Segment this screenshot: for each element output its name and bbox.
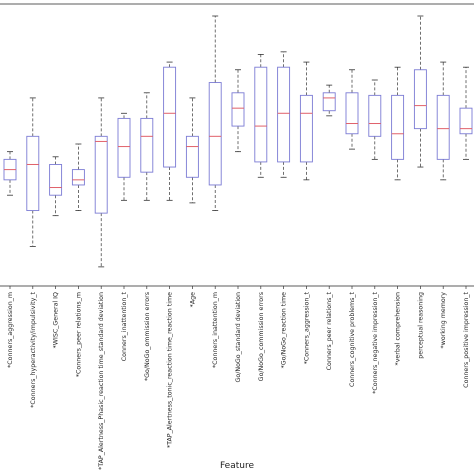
plot-area (0, 3, 474, 287)
x-tick-label: *verbal comprehension (395, 292, 402, 365)
box (140, 117, 154, 173)
box (49, 164, 63, 196)
box-group (277, 51, 291, 178)
box (208, 82, 222, 186)
x-tick-label: *working memory (440, 292, 447, 349)
x-tick-label: *Conners_peer relations_m (75, 292, 82, 377)
box (436, 94, 450, 160)
box-group (436, 61, 450, 181)
box (163, 66, 177, 168)
box (277, 66, 291, 163)
box (413, 69, 427, 130)
x-tick-label: Conners_peer relations_t (326, 291, 333, 370)
box-group (459, 66, 473, 160)
x-tick-label: Go/NoGo_commission errors (258, 292, 265, 381)
box (322, 92, 336, 112)
x-axis-ticks: *Conners_aggression_m *Conners_hyperactiv… (7, 286, 470, 470)
x-tick-label: Conners_positive impression_t (463, 291, 470, 387)
x-tick-label: *Conners_negative impression_t (372, 291, 379, 393)
box-group (322, 84, 336, 117)
box (368, 94, 382, 137)
box (185, 135, 199, 178)
box-group (299, 61, 313, 181)
box (231, 92, 245, 127)
box (26, 135, 40, 212)
box-group (368, 79, 382, 160)
box-group (49, 156, 63, 217)
x-axis-label: Feature (220, 461, 254, 471)
box-group (140, 92, 154, 201)
x-tick-label: *Age (189, 292, 196, 307)
x-tick-label: *Go/NoGo_reaction time (281, 292, 288, 369)
plot-frame (0, 3, 474, 287)
box-group (185, 97, 199, 204)
box-group (345, 69, 359, 150)
box-group (71, 143, 85, 211)
box (459, 107, 473, 135)
box-group (94, 97, 108, 268)
box-group (413, 15, 427, 168)
box (345, 92, 359, 135)
x-tick-label: *TAP_Alertness_Phasic_reaction time_stan… (98, 292, 105, 470)
box (299, 94, 313, 163)
x-tick-label: Conners_inattention_t (121, 291, 128, 361)
box-group (254, 54, 268, 178)
box (117, 117, 131, 178)
box (391, 94, 405, 160)
x-tick-label: Go/NoGo_standard deviation (235, 292, 242, 383)
box-group (391, 66, 405, 181)
x-tick-label: *Conners_hyperactivity/impulsivity_t (30, 291, 37, 407)
x-tick-label: *WISC_General IQ (53, 292, 60, 348)
box-group (208, 15, 222, 211)
x-tick-label: *Conners_aggression_m (7, 292, 14, 368)
box-group (26, 97, 40, 247)
x-tick-label: Conners_cognitive problems_t (349, 291, 356, 386)
x-tick-label: *Conners_inattention_m (212, 292, 219, 368)
box-group (163, 61, 177, 201)
box (71, 169, 85, 186)
box-group (231, 69, 245, 153)
x-tick-label: *Go/NoGo_ommission errors (144, 292, 151, 381)
x-tick-label: *Conners_aggression_t (303, 291, 310, 364)
box-series (3, 15, 473, 268)
x-tick-label: *TAP_Alertness_tonic_reaction time_react… (167, 292, 174, 448)
box (254, 66, 268, 163)
box-group (3, 151, 17, 196)
box-group (117, 112, 131, 201)
box (94, 135, 108, 214)
x-tick-label: perceptual reasoning (417, 292, 424, 359)
